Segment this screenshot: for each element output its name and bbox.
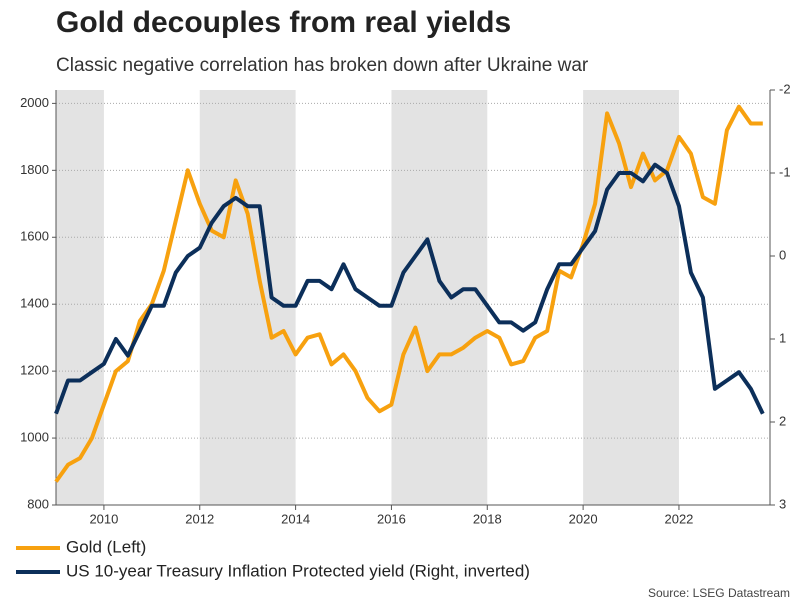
shaded-period xyxy=(56,90,104,505)
shaded-period xyxy=(391,90,488,505)
y-tick-label: 1200 xyxy=(20,363,49,378)
series-line xyxy=(54,104,763,483)
x-tick-label: 2016 xyxy=(377,511,406,526)
shaded-period xyxy=(199,90,296,505)
chart-title: Gold decouples from real yields xyxy=(56,6,511,39)
y-tick-label: 1600 xyxy=(20,229,49,244)
y-tick-label: 1800 xyxy=(20,162,49,177)
legend-label: US 10-year Treasury Inflation Protected … xyxy=(66,561,530,580)
y2-tick-label: -1 xyxy=(779,164,791,179)
shaded-period xyxy=(583,90,679,505)
y2-tick-label: 1 xyxy=(779,330,786,345)
y-tick-label: 1400 xyxy=(20,296,49,311)
y-tick-label: 2000 xyxy=(20,95,49,110)
chart-subtitle: Classic negative correlation has broken … xyxy=(56,55,589,76)
x-tick-label: 2018 xyxy=(473,511,502,526)
series-line xyxy=(54,162,765,415)
source: Source: LSEG Datastream xyxy=(648,586,790,600)
y-tick-label: 1000 xyxy=(20,430,49,445)
y2-tick-label: -2 xyxy=(779,81,791,96)
x-tick-label: 2010 xyxy=(89,511,118,526)
legend-label: Gold (Left) xyxy=(66,537,146,556)
y2-tick-label: 0 xyxy=(779,247,786,262)
x-tick-label: 2012 xyxy=(185,511,214,526)
x-tick-label: 2020 xyxy=(569,511,598,526)
y2-tick-label: 2 xyxy=(779,413,786,428)
y2-tick-label: 3 xyxy=(779,496,786,511)
x-tick-label: 2014 xyxy=(281,511,310,526)
x-tick-label: 2022 xyxy=(664,511,693,526)
y-tick-label: 800 xyxy=(27,496,49,511)
